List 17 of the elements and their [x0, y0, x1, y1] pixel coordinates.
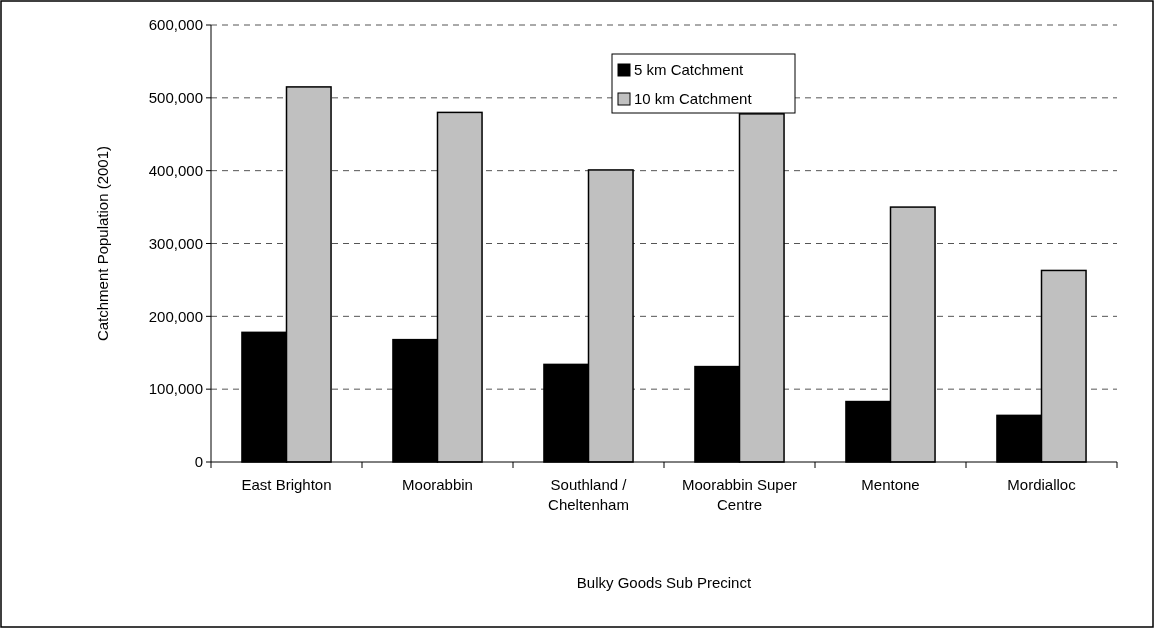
- x-tick-label: Moorabbin Super Centre: [681, 476, 798, 513]
- x-tick-label: Moorabbin: [402, 476, 473, 493]
- x-axis-title: Bulky Goods Sub Precinct: [576, 574, 752, 591]
- y-tick-label: 200,000: [148, 307, 203, 325]
- x-tick-label: Mordialloc: [1007, 476, 1077, 493]
- legend-label: 5 km Catchment: [634, 61, 745, 79]
- x-tick-label: Mentone: [861, 476, 920, 493]
- y-tick-label: 600,000: [148, 16, 203, 34]
- y-tick-label: 500,000: [148, 89, 203, 107]
- x-tick-label: East Brighton: [241, 476, 332, 493]
- legend-label: 10 km Catchment: [634, 90, 753, 108]
- x-tick-label: Southland / Cheltenham: [548, 476, 629, 513]
- y-tick-label: 400,000: [148, 161, 203, 179]
- y-tick-label: 0: [194, 453, 203, 471]
- y-axis-title: Catchment Population (2001): [94, 145, 111, 342]
- y-tick-label: 100,000: [148, 380, 203, 398]
- y-tick-label: 300,000: [148, 234, 203, 252]
